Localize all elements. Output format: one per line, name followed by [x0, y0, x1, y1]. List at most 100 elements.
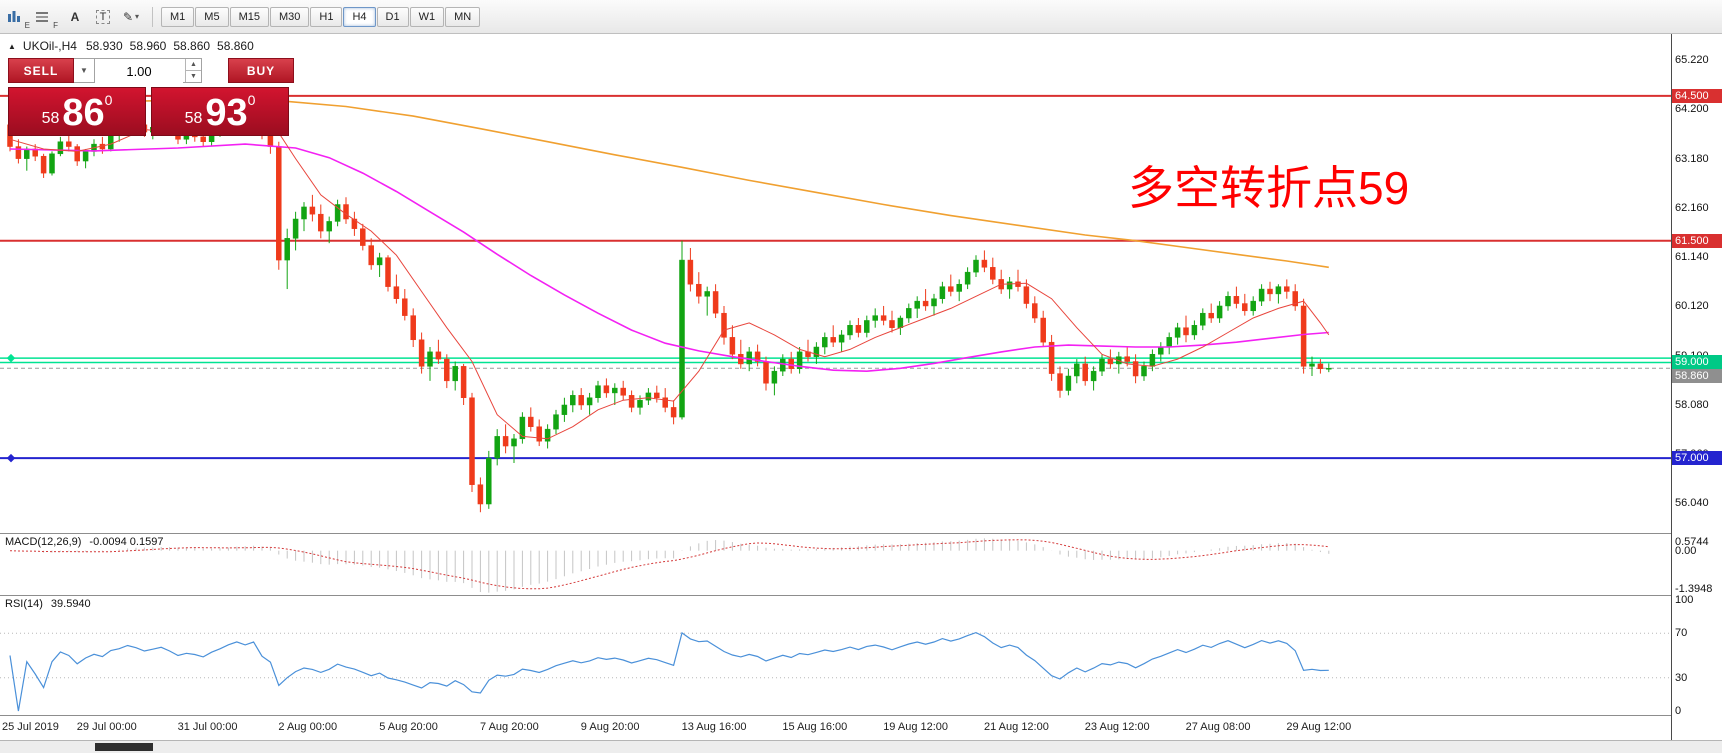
text-box-tool-icon[interactable]: T	[90, 4, 116, 30]
text-label-glyph: A	[70, 9, 80, 24]
rsi-scale-label: 0	[1675, 705, 1682, 717]
price-badge-57.000: 57.000	[1672, 451, 1722, 466]
price-axis[interactable]: 65.22064.20063.18062.16061.14060.12059.1…	[1671, 34, 1722, 740]
time-axis-label: 31 Jul 00:00	[177, 721, 238, 733]
moving-average-slow	[9, 98, 1329, 269]
timeframe-button-d1[interactable]: D1	[376, 6, 409, 27]
toolbar: E F A T ✎ ▾ M1 M5 M15 M30 H1 H4 D1 W1 MN	[0, 0, 1722, 34]
timeframe-button-m15[interactable]: M15	[229, 6, 269, 27]
ohlc-close: 58.860	[217, 39, 254, 53]
macd-scale-label: -1.3948	[1675, 583, 1713, 595]
time-axis-label: 9 Aug 20:00	[580, 721, 640, 733]
price-badge-64.500: 64.500	[1672, 88, 1722, 103]
tool-icon-sub: F	[53, 20, 58, 30]
line-handle-marker	[6, 353, 16, 363]
time-axis-label: 29 Jul 00:00	[76, 721, 137, 733]
panel-splitter[interactable]	[0, 533, 1722, 534]
time-axis-label: 5 Aug 20:00	[379, 721, 438, 733]
timeframe-button-w1[interactable]: W1	[409, 6, 445, 27]
chart-title-bar: ▲ UKOil-,H4 58.930 58.960 58.860 58.860	[4, 38, 258, 54]
macd-label: MACD(12,26,9) -0.0094 0.1597	[5, 536, 164, 548]
chart-annotation-text: 多空转折点59	[1128, 162, 1410, 214]
time-axis-label: 21 Aug 12:00	[984, 721, 1049, 733]
sell-price-point: 0	[104, 92, 113, 108]
time-axis-label: 27 Aug 08:00	[1185, 721, 1251, 733]
volume-field-wrap: ▲ ▼	[95, 58, 202, 84]
macd-signal-line	[9, 539, 1329, 590]
ohlc-open: 58.930	[85, 39, 123, 53]
horizontal-scrollbar[interactable]	[0, 740, 1722, 753]
macd-panel-canvas[interactable]	[0, 534, 1671, 595]
text-label-tool-icon[interactable]: A	[62, 4, 88, 30]
timeframe-button-m5[interactable]: M5	[195, 6, 229, 27]
bar-chart-tool-icon[interactable]: E	[6, 4, 32, 30]
price-scale-label: 65.220	[1675, 54, 1709, 67]
time-axis-separator	[0, 715, 1722, 716]
buy-button[interactable]: BUY	[228, 58, 294, 83]
collapse-triangle-icon[interactable]: ▲	[8, 41, 16, 51]
panel-splitter[interactable]	[0, 595, 1722, 596]
timeframe-button-mn[interactable]: MN	[445, 6, 481, 27]
sell-price-pips: 86	[62, 92, 105, 135]
time-axis-label: 2 Aug 00:00	[278, 721, 338, 733]
rsi-scale-label: 100	[1675, 594, 1694, 606]
line-handle-marker	[6, 453, 16, 463]
scrollbar-thumb[interactable]	[95, 743, 153, 751]
indicator-list-tool-icon[interactable]: F	[34, 4, 60, 30]
toolbar-separator	[152, 6, 153, 27]
time-axis-label: 15 Aug 16:00	[782, 721, 848, 733]
macd-scale-label: 0.00	[1675, 544, 1697, 557]
time-axis-label: 25 Jul 2019	[2, 721, 59, 733]
buy-price-point: 0	[247, 92, 256, 108]
time-axis-label: 7 Aug 20:00	[480, 721, 539, 733]
price-scale-label: 60.120	[1675, 300, 1709, 313]
buy-price-tile[interactable]: 58 93 0	[151, 87, 289, 136]
text-box-glyph: T	[95, 9, 111, 24]
price-scale-label: 61.140	[1675, 251, 1709, 264]
time-axis-label: 19 Aug 12:00	[883, 721, 949, 733]
volume-spin-up-icon[interactable]: ▲	[185, 59, 201, 70]
timeframe-button-m1[interactable]: M1	[161, 6, 195, 27]
pencil-glyph: ✎	[122, 9, 134, 24]
price-badge-59.000: 59.000	[1672, 354, 1722, 369]
ohlc-low: 58.860	[173, 39, 211, 53]
time-axis-label: 23 Aug 12:00	[1084, 721, 1150, 733]
ohlc-high: 58.960	[129, 39, 167, 53]
buy-price-pips: 93	[205, 92, 248, 135]
price-badge-58.860: 58.860	[1672, 369, 1722, 383]
price-scale-label: 56.040	[1675, 497, 1709, 510]
price-scale-label: 63.180	[1675, 152, 1709, 165]
rsi-panel-canvas[interactable]	[0, 596, 1671, 715]
buy-price-units: 58	[184, 110, 203, 127]
price-scale-label: 58.080	[1675, 398, 1709, 411]
time-axis-label: 29 Aug 12:00	[1286, 721, 1352, 733]
price-scale-label: 62.160	[1675, 201, 1709, 214]
macd-scale-label: 0.5744	[1675, 536, 1709, 548]
timeframe-button-h4[interactable]: H4	[343, 6, 376, 27]
timeframe-button-h1[interactable]: H1	[310, 6, 343, 27]
price-badge-61.500: 61.500	[1672, 233, 1722, 248]
symbol-title: UKOil-,H4	[22, 39, 77, 53]
draw-objects-tool-icon[interactable]: ✎ ▾	[118, 4, 144, 30]
volume-spin-down-icon[interactable]: ▼	[185, 70, 201, 82]
sell-price-units: 58	[41, 110, 60, 127]
chevron-down-icon: ▾	[135, 12, 140, 21]
volume-input[interactable]	[95, 59, 183, 84]
rsi-line	[9, 631, 1329, 712]
price-scale-label: 64.200	[1675, 103, 1709, 116]
timeframe-button-m30[interactable]: M30	[269, 6, 310, 27]
moving-average-mid	[9, 143, 1329, 373]
rsi-label: RSI(14) 39.5940	[5, 598, 91, 610]
sell-price-tile[interactable]: 58 86 0	[8, 87, 146, 136]
bar-chart-glyph	[8, 10, 20, 22]
rsi-scale-label: 70	[1675, 627, 1688, 640]
list-glyph	[36, 11, 48, 22]
volume-preset-dropdown[interactable]: ▼	[74, 58, 95, 83]
sell-button[interactable]: SELL	[8, 58, 74, 83]
rsi-scale-label: 30	[1675, 671, 1688, 684]
time-axis[interactable]: 25 Jul 2019 29 Jul 00:00 31 Jul 00:00 2 Aug…	[0, 716, 1671, 740]
moving-average-fast	[9, 117, 1330, 440]
main-chart-canvas[interactable]	[0, 34, 1671, 533]
tool-icon-sub: E	[24, 20, 30, 30]
